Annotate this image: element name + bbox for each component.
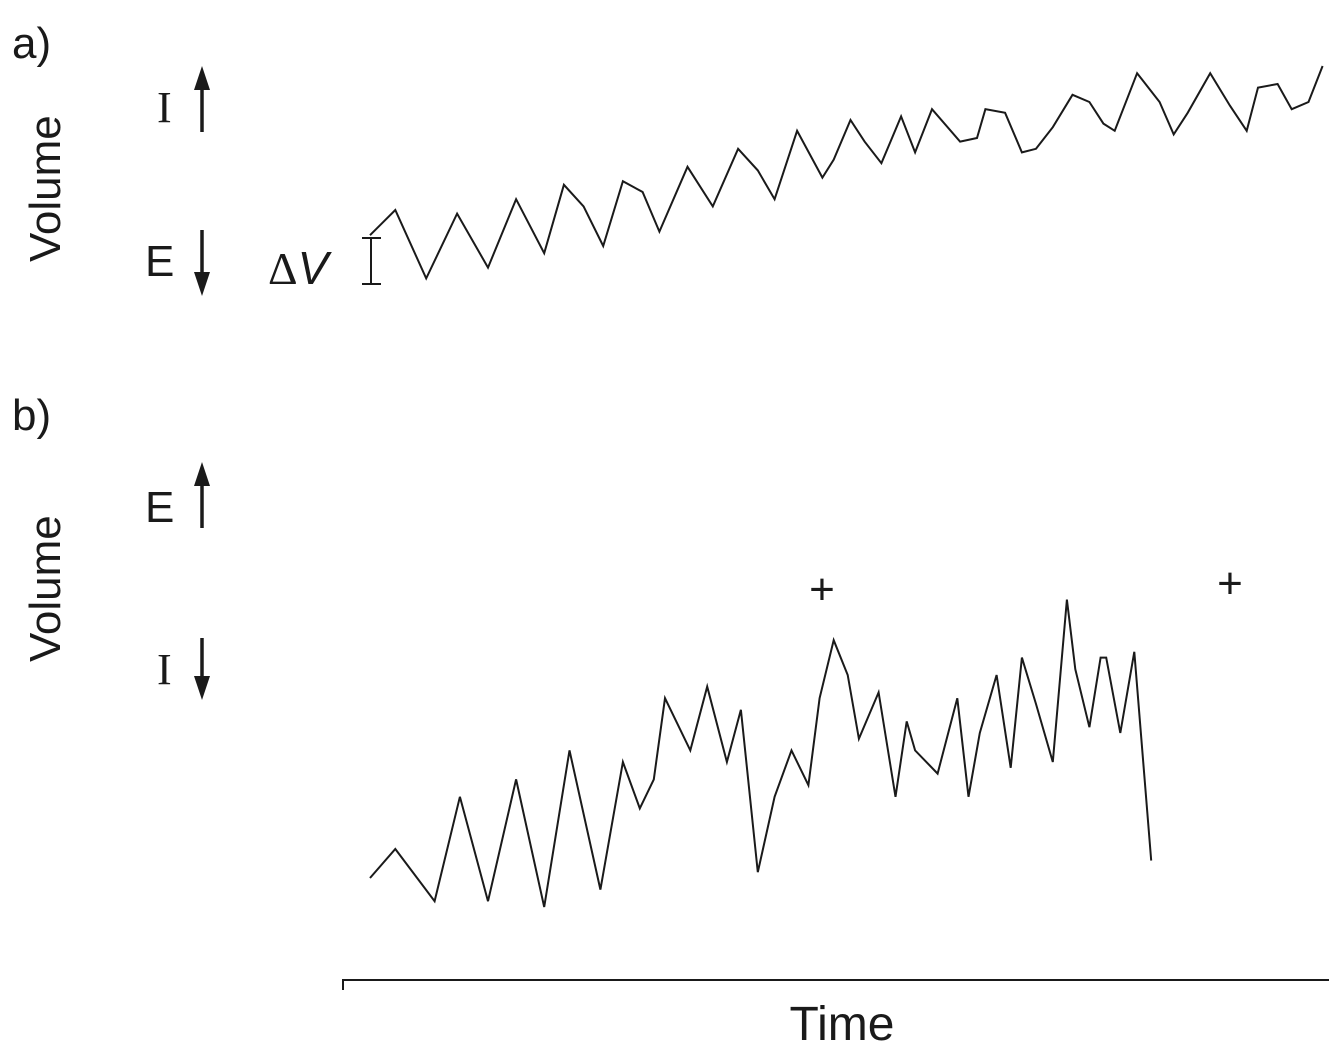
- annotation-plus-2: +: [1217, 559, 1243, 608]
- annotation-plus-1: +: [809, 565, 835, 614]
- time-axis-label: Time: [790, 998, 895, 1047]
- up-arrow-icon: [194, 462, 210, 528]
- volume-trace-b: [369, 599, 1153, 908]
- panel-b-ylabel: Volume: [21, 515, 70, 662]
- panel-b-top-marker: E: [145, 483, 174, 532]
- panel-a-ylabel: Volume: [21, 115, 70, 262]
- panel-a-top-marker: I: [157, 83, 172, 132]
- panel-b-bottom-marker: I: [157, 645, 172, 694]
- delta-symbol: Δ: [268, 243, 298, 294]
- delta-v-label: ΔV: [268, 242, 333, 294]
- volume-trace-a: [369, 65, 1324, 281]
- panel-b-label: b): [12, 391, 51, 440]
- panel-a-bottom-marker: E: [145, 237, 174, 286]
- down-arrow-icon: [194, 638, 210, 700]
- delta-v-bracket: [362, 237, 381, 285]
- panel-a: a) Volume I E ΔV: [12, 19, 1324, 296]
- delta-variable: V: [298, 242, 333, 294]
- panel-a-label: a): [12, 19, 51, 68]
- time-axis: Time: [342, 979, 1329, 1047]
- down-arrow-icon: [194, 230, 210, 296]
- panel-b: b) Volume E I + +: [12, 391, 1243, 908]
- up-arrow-icon: [194, 66, 210, 132]
